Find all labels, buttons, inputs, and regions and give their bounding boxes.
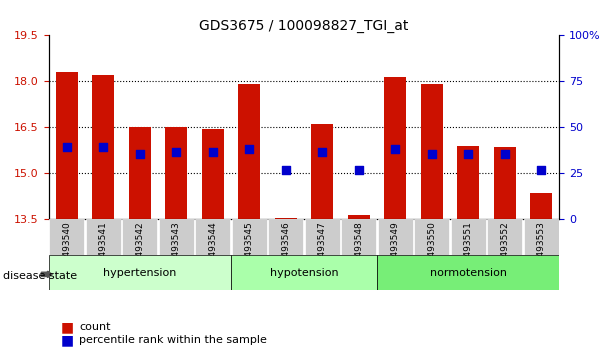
Point xyxy=(500,151,510,156)
FancyBboxPatch shape xyxy=(523,219,559,255)
Point xyxy=(62,144,72,150)
Bar xyxy=(384,77,406,219)
FancyBboxPatch shape xyxy=(86,219,121,255)
FancyBboxPatch shape xyxy=(195,219,230,255)
Text: disease state: disease state xyxy=(3,271,77,281)
Point xyxy=(390,146,400,152)
Text: GSM493551: GSM493551 xyxy=(464,221,472,276)
Text: normotension: normotension xyxy=(430,268,506,278)
Text: GSM493545: GSM493545 xyxy=(245,221,254,276)
FancyBboxPatch shape xyxy=(232,219,267,255)
Bar xyxy=(457,146,479,219)
FancyBboxPatch shape xyxy=(341,219,376,255)
Text: GSM493540: GSM493540 xyxy=(63,221,71,276)
FancyBboxPatch shape xyxy=(305,219,340,255)
Bar xyxy=(165,127,187,219)
Point xyxy=(208,149,218,155)
Bar xyxy=(311,124,333,219)
FancyBboxPatch shape xyxy=(378,219,413,255)
FancyBboxPatch shape xyxy=(377,255,559,290)
Bar xyxy=(238,85,260,219)
Bar xyxy=(348,215,370,219)
Text: hypotension: hypotension xyxy=(270,268,338,278)
Point xyxy=(354,167,364,173)
Bar xyxy=(202,129,224,219)
Text: count: count xyxy=(79,322,111,332)
Text: ■: ■ xyxy=(61,333,74,347)
Bar xyxy=(129,127,151,219)
Text: GSM493550: GSM493550 xyxy=(427,221,436,276)
Bar xyxy=(275,218,297,219)
Point xyxy=(427,151,437,156)
Text: GSM493546: GSM493546 xyxy=(282,221,290,276)
Text: ■: ■ xyxy=(61,320,74,335)
Text: hypertension: hypertension xyxy=(103,268,176,278)
Point xyxy=(98,144,108,150)
Point xyxy=(171,149,181,155)
Point xyxy=(281,167,291,173)
FancyBboxPatch shape xyxy=(49,219,85,255)
Point xyxy=(536,167,546,173)
Bar xyxy=(421,85,443,219)
Title: GDS3675 / 100098827_TGI_at: GDS3675 / 100098827_TGI_at xyxy=(199,19,409,33)
FancyBboxPatch shape xyxy=(268,219,303,255)
Bar xyxy=(494,147,516,219)
FancyBboxPatch shape xyxy=(49,255,231,290)
FancyBboxPatch shape xyxy=(451,219,486,255)
Bar xyxy=(92,75,114,219)
FancyBboxPatch shape xyxy=(122,219,157,255)
FancyBboxPatch shape xyxy=(159,219,194,255)
FancyBboxPatch shape xyxy=(414,219,449,255)
Point xyxy=(244,146,254,152)
FancyBboxPatch shape xyxy=(231,255,377,290)
Text: GSM493543: GSM493543 xyxy=(172,221,181,276)
FancyBboxPatch shape xyxy=(487,219,522,255)
Text: GSM493544: GSM493544 xyxy=(209,221,217,276)
Text: GSM493549: GSM493549 xyxy=(391,221,399,276)
Text: GSM493553: GSM493553 xyxy=(537,221,545,276)
Text: GSM493552: GSM493552 xyxy=(500,221,509,276)
Text: GSM493541: GSM493541 xyxy=(99,221,108,276)
Bar xyxy=(530,193,552,219)
Text: percentile rank within the sample: percentile rank within the sample xyxy=(79,335,267,345)
Point xyxy=(135,151,145,156)
Point xyxy=(317,149,327,155)
Text: GSM493542: GSM493542 xyxy=(136,221,144,276)
Bar xyxy=(56,72,78,219)
Point xyxy=(463,151,473,156)
Text: GSM493548: GSM493548 xyxy=(354,221,363,276)
Text: GSM493547: GSM493547 xyxy=(318,221,326,276)
